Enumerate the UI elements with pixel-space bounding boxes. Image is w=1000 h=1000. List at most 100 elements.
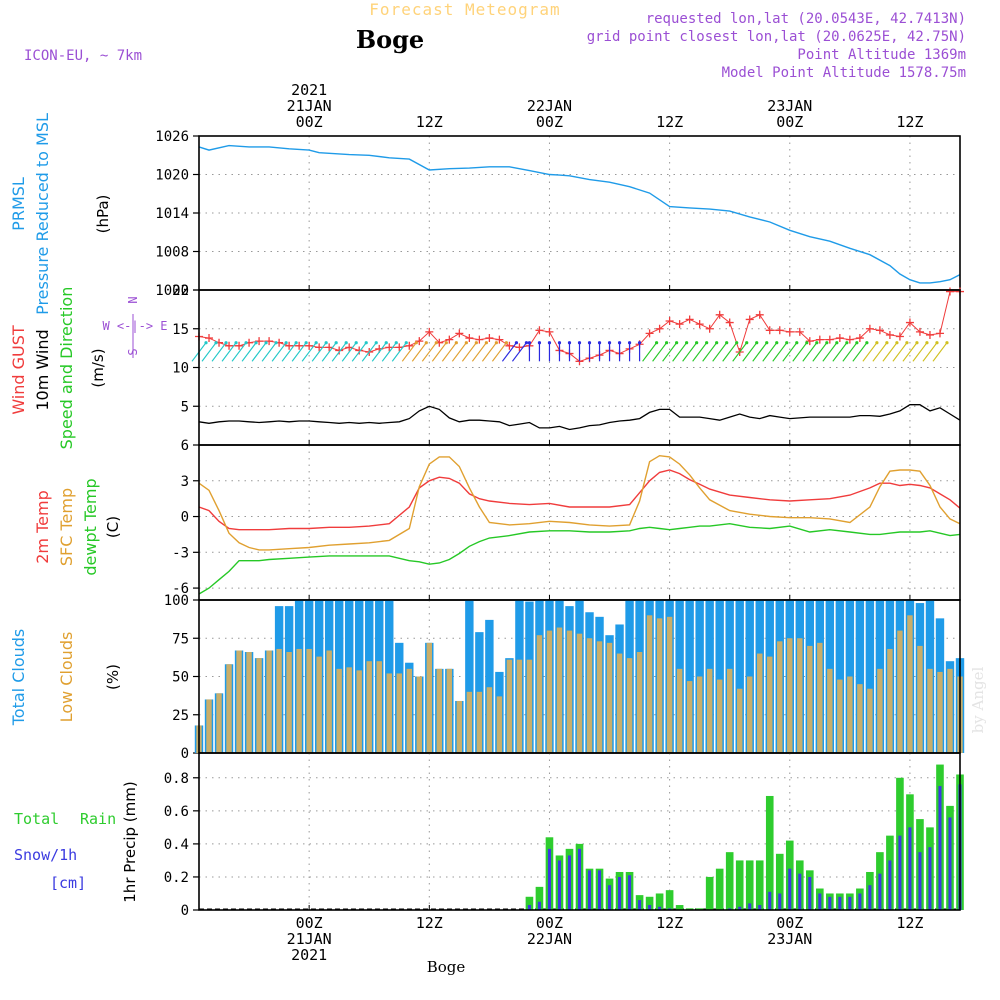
low-cloud-bar bbox=[576, 633, 583, 753]
low-cloud-bar bbox=[386, 673, 392, 753]
low-cloud-bar bbox=[817, 642, 823, 753]
wind-arrow bbox=[201, 342, 217, 362]
low-cloud-bar bbox=[556, 627, 563, 753]
low-cloud-bar bbox=[827, 668, 833, 753]
precip-snow-label: Snow/1h bbox=[14, 846, 77, 864]
gust-marker bbox=[225, 341, 234, 350]
wind-arrow bbox=[381, 342, 397, 362]
gust-marker bbox=[815, 335, 824, 344]
gust-marker bbox=[485, 334, 494, 343]
wind-arrow bbox=[451, 342, 467, 362]
wind-arrow bbox=[361, 342, 377, 362]
wind-arrow bbox=[501, 342, 517, 362]
low-cloud-bar bbox=[486, 687, 493, 753]
low-cloud-bar bbox=[807, 645, 813, 753]
wind-arrow-head bbox=[334, 341, 338, 345]
snow-bar bbox=[768, 891, 772, 910]
clouds-ytick-label-4: 100 bbox=[164, 593, 189, 609]
wind-arrow-head bbox=[715, 341, 719, 345]
wind-arrow bbox=[672, 342, 688, 362]
rain-bar bbox=[695, 908, 704, 910]
bottom-time-label-4-0: 00Z bbox=[776, 914, 803, 932]
rain-bar bbox=[745, 860, 754, 910]
wind-arrow bbox=[772, 342, 788, 362]
wind-ytick-label-3: 20 bbox=[172, 283, 189, 299]
low-cloud-bar bbox=[917, 645, 923, 753]
gust-marker bbox=[775, 326, 784, 335]
snow-bar bbox=[748, 903, 752, 910]
clouds-ytick-label-1: 25 bbox=[172, 708, 189, 724]
rain-bar bbox=[735, 860, 744, 910]
wind-arrow bbox=[371, 342, 387, 362]
gust-marker bbox=[355, 346, 364, 355]
gust-marker bbox=[945, 287, 954, 296]
wind-arrow-head bbox=[537, 341, 542, 345]
pressure-series-0 bbox=[198, 144, 961, 284]
rain-bar bbox=[755, 860, 764, 910]
snow-bar bbox=[778, 893, 782, 910]
low-cloud-bar bbox=[847, 676, 853, 753]
low-cloud-bar bbox=[947, 668, 953, 753]
gust-marker bbox=[875, 326, 884, 335]
wind-arrow bbox=[732, 342, 748, 362]
wind-arrow-head bbox=[825, 341, 829, 345]
wind-arrow bbox=[311, 342, 327, 362]
wind-arrow-head bbox=[627, 341, 632, 345]
snow-bar bbox=[537, 901, 541, 910]
bottom-time-label-0-2: 2021 bbox=[291, 946, 327, 964]
low-cloud-bar bbox=[526, 659, 533, 753]
gust-marker bbox=[655, 324, 664, 333]
low-cloud-bar bbox=[566, 630, 573, 753]
snow-bar bbox=[547, 848, 551, 910]
wind-arrow-head bbox=[504, 341, 508, 345]
precip-ytick-label-4: 0.8 bbox=[164, 771, 189, 787]
closest-coords: grid point closest lon,lat (20.0625E, 42… bbox=[587, 29, 966, 45]
low-cloud-bar bbox=[206, 699, 212, 753]
wind-arrow-head bbox=[557, 341, 562, 345]
temperature-ytick-label-2: 0 bbox=[181, 510, 189, 526]
wind-arrow-head bbox=[637, 341, 642, 345]
gust-marker bbox=[685, 315, 694, 324]
wind-arrow-head bbox=[254, 341, 258, 345]
wind-arrow bbox=[862, 342, 878, 362]
wind-arrow bbox=[341, 342, 357, 362]
precip-unit: 1hr Precip (mm) bbox=[121, 781, 139, 902]
total-cloud-bar bbox=[715, 600, 724, 753]
wind-arrow-head bbox=[597, 341, 602, 345]
snow-bar bbox=[908, 827, 912, 910]
wind-arrow-head bbox=[735, 341, 739, 345]
gust-marker bbox=[205, 334, 214, 343]
wind-arrow bbox=[301, 342, 317, 362]
wind-arrow bbox=[832, 342, 848, 362]
clouds-ytick-label-2: 50 bbox=[172, 670, 189, 686]
gust-marker bbox=[675, 320, 684, 329]
wind-arrow-head bbox=[695, 341, 699, 345]
rain-bar bbox=[645, 896, 654, 910]
gust-marker bbox=[715, 310, 724, 319]
temperature-labels: 2m Temp SFC Temp dewpt Temp (C) bbox=[33, 478, 122, 575]
wind-arrow-head bbox=[324, 341, 328, 345]
wind-arrow bbox=[652, 342, 668, 362]
top-time-label-2-0: 22JAN bbox=[527, 97, 572, 115]
wind-arrow-head bbox=[775, 341, 779, 345]
gust-marker bbox=[895, 332, 904, 341]
wind-arrow-head bbox=[567, 341, 572, 345]
snow-bar bbox=[828, 896, 832, 910]
total-cloud-bar bbox=[835, 600, 845, 753]
point-altitude: Point Altitude 1369m bbox=[797, 47, 966, 63]
wind-arrow-head bbox=[264, 341, 268, 345]
pressure-frame bbox=[198, 135, 961, 291]
wind-arrow bbox=[221, 342, 237, 362]
watermark: by Angel bbox=[969, 666, 987, 733]
snow-bar bbox=[618, 876, 622, 910]
top-time-label-0-1: 21JAN bbox=[287, 97, 332, 115]
precip-ytick-label-1: 0.2 bbox=[164, 870, 189, 886]
wind-arrow-head bbox=[284, 341, 288, 345]
low-cloud-bar bbox=[286, 652, 292, 753]
wind-arrow-head bbox=[384, 341, 388, 345]
rain-bar bbox=[525, 896, 534, 910]
low-cloud-bar bbox=[596, 641, 603, 753]
wind-arrow-head bbox=[607, 341, 612, 345]
temperature-ytick-label-1: -3 bbox=[172, 545, 189, 561]
low-cloud-bar bbox=[937, 671, 943, 753]
